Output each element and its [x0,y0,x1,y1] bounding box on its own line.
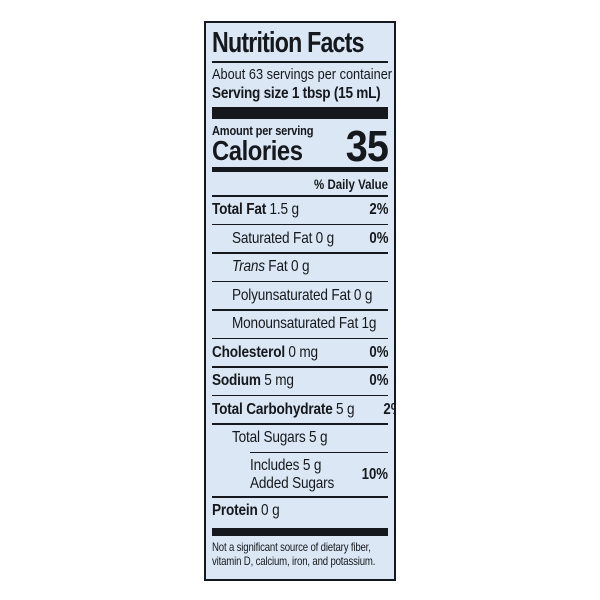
dv-total-carbohydrate: 2% [382,400,394,418]
footnote: Not a significant source of dietary fibe… [212,539,376,569]
servings-per-container: About 63 servings per container [212,65,393,83]
calories-label: Calories [212,134,303,166]
dv-total-fat: 2% [368,201,388,219]
divider [212,223,388,226]
divider [212,61,388,63]
dv-added-sugars: 10% [361,465,388,483]
divider [212,366,388,368]
row-total-fat: Total Fat 1.5 g 2% [212,201,388,219]
serving-size: Serving size 1 tbsp (15 mL) [212,84,381,102]
divider-indented [250,451,388,454]
row-polyunsaturated-fat: Polyunsaturated Fat 0 g [232,286,373,304]
section-divider-bottom [212,527,388,536]
divider [212,423,388,425]
row-total-sugars: Total Sugars 5 g [232,429,328,447]
row-trans-fat: Trans Fat 0 g [232,258,310,276]
dv-cholesterol: 0% [368,343,388,361]
dv-saturated-fat: 0% [368,229,388,247]
divider [212,252,388,254]
divider [212,195,388,197]
divider [212,337,388,340]
row-protein: Protein 0 g [212,502,280,520]
amount-per-serving-label: Amount per serving [212,122,314,138]
section-divider-thick [212,106,388,119]
daily-value-header: % Daily Value [314,177,388,193]
divider [212,309,388,311]
row-monounsaturated-fat: Monounsaturated Fat 1g [232,315,377,333]
row-sodium: Sodium 5 mg 0% [212,372,388,390]
row-added-sugars: Includes 5 g Added Sugars 10% [250,457,388,492]
divider [212,280,388,283]
divider [212,394,388,397]
calories-section: Amount per serving Calories 35 [212,122,389,172]
section-divider-medium [212,167,388,173]
row-cholesterol: Cholesterol 0 mg 0% [212,343,388,361]
calories-value: 35 [345,122,389,172]
label-title: Nutrition Facts [212,27,364,59]
dv-sodium: 0% [368,372,388,390]
divider [212,496,388,498]
nutrition-facts-label: Nutrition Facts About 63 servings per co… [204,21,396,581]
row-saturated-fat: Saturated Fat 0 g 0% [232,229,388,247]
